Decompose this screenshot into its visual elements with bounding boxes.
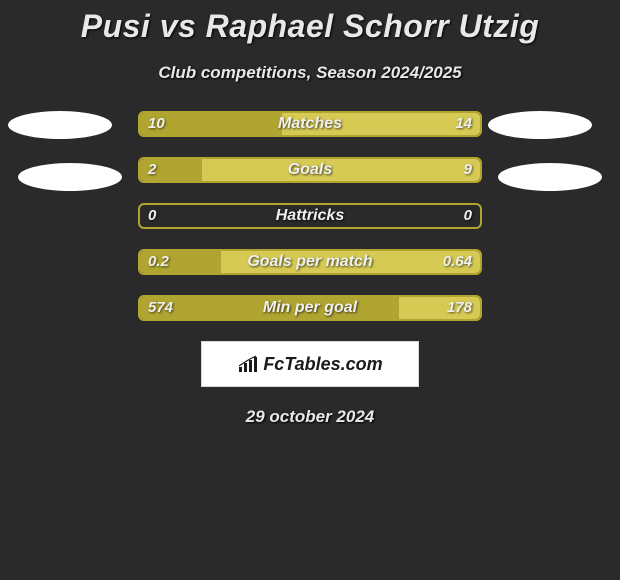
subtitle: Club competitions, Season 2024/2025 <box>0 63 620 83</box>
logo-text: FcTables.com <box>237 354 382 375</box>
chart-icon <box>237 355 259 373</box>
logo-box: FcTables.com <box>201 341 419 387</box>
stat-label: Goals <box>140 159 480 181</box>
avatar-ellipse <box>498 163 602 191</box>
stat-row: 0.20.64Goals per match <box>138 249 482 275</box>
page-title: Pusi vs Raphael Schorr Utzig <box>0 0 620 45</box>
stat-row: 00Hattricks <box>138 203 482 229</box>
avatar-ellipse <box>488 111 592 139</box>
stat-label: Goals per match <box>140 251 480 273</box>
stat-rows-container: 1014Matches 29Goals 00Hattricks 0.20.64Goal… <box>0 111 620 321</box>
stats-area: 1014Matches 29Goals 00Hattricks 0.20.64Goal… <box>0 111 620 427</box>
stat-row: 1014Matches <box>138 111 482 137</box>
stat-label: Min per goal <box>140 297 480 319</box>
stat-label: Hattricks <box>140 205 480 227</box>
stat-row: 29Goals <box>138 157 482 183</box>
avatar-ellipse <box>18 163 122 191</box>
logo-label: FcTables.com <box>263 354 382 375</box>
stat-label: Matches <box>140 113 480 135</box>
date-text: 29 october 2024 <box>0 407 620 427</box>
stat-row: 574178Min per goal <box>138 295 482 321</box>
avatar-ellipse <box>8 111 112 139</box>
